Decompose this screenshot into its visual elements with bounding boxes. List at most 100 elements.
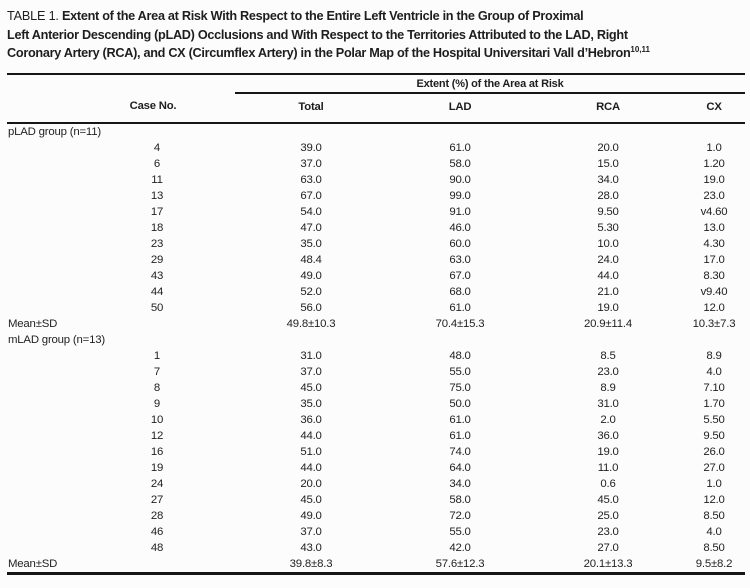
rca-cell: 20.0 [597, 141, 619, 154]
total-cell: 36.0 [300, 413, 322, 426]
cx-cell: 27.0 [703, 461, 725, 474]
rca-cell: 15.0 [597, 157, 619, 170]
rca-cell: 45.0 [597, 493, 619, 506]
lad-cell: 42.0 [449, 541, 471, 554]
case-no-cell: 28 [150, 509, 164, 522]
total-cell: 47.0 [300, 221, 322, 234]
cx-cell: 23.0 [703, 189, 725, 202]
case-no-cell: 11 [151, 173, 163, 186]
summary-row: Mean±SD 39.8±8.3 57.6±12.3 20.1±13.3 9.5±8.2 [7, 555, 746, 575]
column-header-cx: CX [683, 92, 746, 124]
column-header-total: Total [235, 92, 387, 124]
case-no-cell: 16 [150, 445, 164, 458]
case-no-cell: 48 [150, 541, 164, 554]
lad-cell: 55.0 [449, 365, 471, 378]
case-no-cell: 29 [150, 253, 164, 266]
data-row: 8 45.0 75.0 8.9 7.10 [7, 380, 745, 396]
case-no-cell: 6 [153, 157, 161, 170]
cx-cell: 1.20 [703, 157, 725, 170]
case-no-cell: 7 [153, 365, 161, 378]
case-no-cell: 8 [153, 381, 161, 394]
group-label: mLAD group (n=13) [8, 333, 105, 346]
total-cell: 49.0 [300, 509, 322, 522]
cx-cell: 8.50 [703, 541, 725, 554]
total-cell: 49.0 [300, 269, 322, 282]
group-label-row: pLAD group (n=11) [7, 123, 745, 140]
cx-cell: 5.50 [703, 413, 725, 426]
group-label: pLAD group (n=11) [8, 125, 101, 138]
total-cell: 48.4 [300, 253, 322, 266]
lad-cell: 68.0 [449, 285, 471, 298]
data-row: 7 37.0 55.0 23.0 4.0 [7, 364, 745, 380]
mean-sd-total: 39.8±8.3 [235, 555, 387, 575]
data-row: 6 37.0 58.0 15.0 1.20 [7, 156, 745, 172]
case-no-cell: 12 [150, 429, 164, 442]
mean-sd-cx: 10.3±7.3 [692, 317, 736, 330]
rca-cell: 11.0 [597, 461, 619, 474]
case-no-cell: 17 [150, 205, 164, 218]
total-cell: 63.0 [300, 173, 322, 186]
data-row: 23 35.0 60.0 10.0 4.30 [7, 236, 745, 252]
rca-cell: 19.0 [597, 445, 619, 458]
summary-row: Mean±SD 49.8±10.3 70.4±15.3 20.9±11.4 10.3±7… [7, 316, 745, 332]
case-no-cell: 18 [150, 221, 164, 234]
cx-cell: v4.60 [700, 205, 728, 218]
cx-cell: 19.0 [703, 173, 725, 186]
data-row: 11 63.0 90.0 34.0 19.0 [7, 172, 745, 188]
lad-cell: 60.0 [449, 237, 471, 250]
lad-cell: 72.0 [449, 509, 471, 522]
data-row: 1 31.0 48.0 8.5 8.9 [7, 348, 745, 364]
lad-cell: 99.0 [449, 189, 471, 202]
reference-superscript: 10,11 [630, 44, 650, 54]
total-cell: 54.0 [300, 205, 322, 218]
case-no-cell: 44 [150, 285, 164, 298]
lad-cell: 50.0 [449, 397, 471, 410]
data-row: 48 43.0 42.0 27.0 8.50 [7, 540, 745, 556]
lad-cell: 75.0 [449, 381, 471, 394]
cx-cell: 1.0 [706, 477, 722, 490]
lad-cell: 74.0 [449, 445, 471, 458]
cx-cell: 9.50 [703, 429, 725, 442]
cx-cell: 1.70 [703, 397, 725, 410]
cx-cell: 13.0 [703, 221, 725, 234]
total-cell: 67.0 [300, 189, 322, 202]
data-row: 13 67.0 99.0 28.0 23.0 [7, 188, 745, 204]
mean-sd-rca: 20.1±13.3 [533, 555, 683, 575]
table-title-line-2: Left Anterior Descending (pLAD) Occlusio… [7, 27, 628, 42]
rca-cell: 9.50 [597, 205, 619, 218]
column-header-lad: LAD [387, 92, 533, 124]
cx-cell: v9.40 [700, 285, 728, 298]
total-cell: 37.0 [300, 365, 322, 378]
total-cell: 37.0 [300, 525, 322, 538]
lad-cell: 58.0 [449, 157, 471, 170]
total-cell: 35.0 [300, 237, 322, 250]
rca-cell: 25.0 [597, 509, 619, 522]
table-title: TABLE 1. Extent of the Area at Risk With… [7, 7, 745, 63]
lad-cell: 61.0 [449, 141, 471, 154]
spanner-header-row: Extent (%) of the Area at Risk [7, 73, 746, 94]
table-title-line-3: Coronary Artery (RCA), and CX (Circumfle… [7, 44, 650, 61]
case-no-cell: 27 [150, 493, 164, 506]
data-row: 28 49.0 72.0 25.0 8.50 [7, 508, 745, 524]
rca-cell: 36.0 [597, 429, 619, 442]
total-cell: 31.0 [300, 349, 322, 362]
data-row: 10 36.0 61.0 2.0 5.50 [7, 412, 745, 428]
lad-cell: 55.0 [449, 525, 471, 538]
cx-cell: 4.0 [706, 365, 722, 378]
case-no-cell: 13 [150, 189, 164, 202]
data-row: 44 52.0 68.0 21.0 v9.40 [7, 284, 745, 300]
lad-cell: 34.0 [449, 477, 471, 490]
total-cell: 20.0 [300, 477, 322, 490]
total-cell: 45.0 [300, 381, 322, 394]
case-no-cell: 4 [153, 141, 161, 154]
cx-cell: 17.0 [703, 253, 725, 266]
rca-cell: 8.9 [600, 381, 616, 394]
cx-cell: 1.0 [706, 141, 722, 154]
rca-cell: 24.0 [597, 253, 619, 266]
total-cell: 39.0 [300, 141, 322, 154]
case-no-cell: 19 [150, 461, 164, 474]
data-row: 27 45.0 58.0 45.0 12.0 [7, 492, 745, 508]
cx-cell: 8.30 [703, 269, 725, 282]
lad-cell: 46.0 [449, 221, 471, 234]
lad-cell: 58.0 [449, 493, 471, 506]
